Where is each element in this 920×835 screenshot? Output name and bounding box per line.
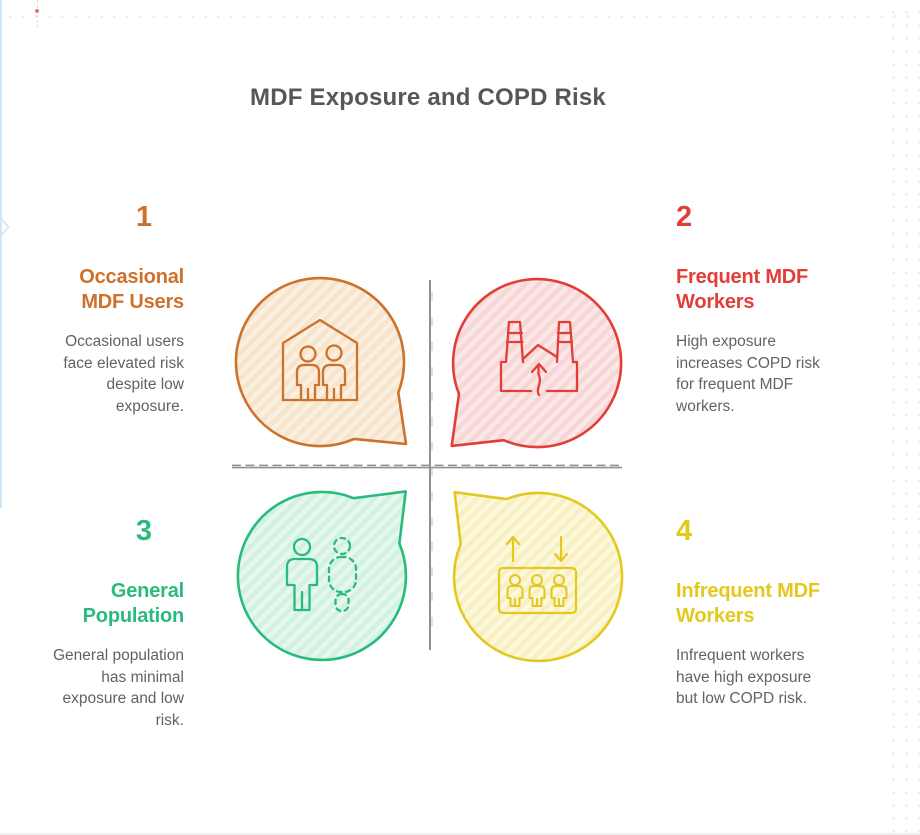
factory-icon [499, 320, 579, 397]
divider-cross [232, 280, 622, 650]
quadrant-body: High exposure increases COPD risk for fr… [676, 333, 820, 415]
quadrant-heading: Occasional MDF Users [79, 266, 184, 313]
speech-bubble-infrequent [452, 490, 624, 663]
house-family-icon [281, 318, 359, 402]
quadrant-body: Infrequent workers have high exposure bu… [676, 647, 812, 707]
quadrant-body: General population has minimal exposure … [53, 647, 184, 729]
person-pair-icon [285, 536, 358, 613]
quadrant-heading: General Population [82, 580, 185, 627]
bottom-edge-line [0, 833, 920, 835]
step-number: 1 [135, 201, 152, 233]
left-chevron-icon [0, 217, 10, 237]
top-red-dash [37, 0, 38, 28]
step-number: 2 [676, 201, 693, 233]
quadrant-heading: Infrequent MDF Workers [676, 580, 820, 627]
step-number: 3 [135, 515, 152, 547]
right-dot-grid [882, 0, 920, 835]
quadrant-frequent-mdf-workers: 2 Frequent MDF Workers High exposure inc… [676, 200, 880, 417]
page-title: MDF Exposure and COPD Risk [250, 84, 606, 111]
elevator-people-icon [497, 535, 578, 615]
quadrant-body: Occasional users face elevated risk desp… [63, 333, 184, 415]
speech-bubble-occasional [234, 276, 408, 448]
speech-bubble-frequent [450, 277, 623, 449]
quadrant-general-population: 3 General Population General population … [20, 514, 184, 731]
quadrant-heading: Frequent MDF Workers [676, 266, 809, 313]
left-blue-guide-line [0, 0, 2, 508]
step-number: 4 [676, 515, 693, 547]
quadrant-diagram [232, 276, 624, 663]
top-dot-row [0, 5, 920, 18]
quadrant-infrequent-mdf-workers: 4 Infrequent MDF Workers Infrequent work… [676, 514, 880, 710]
speech-bubble-general [236, 490, 408, 662]
edge-red-dot [35, 9, 39, 13]
quadrant-occasional-mdf-users: 1 Occasional MDF Users Occasional users … [20, 200, 184, 417]
